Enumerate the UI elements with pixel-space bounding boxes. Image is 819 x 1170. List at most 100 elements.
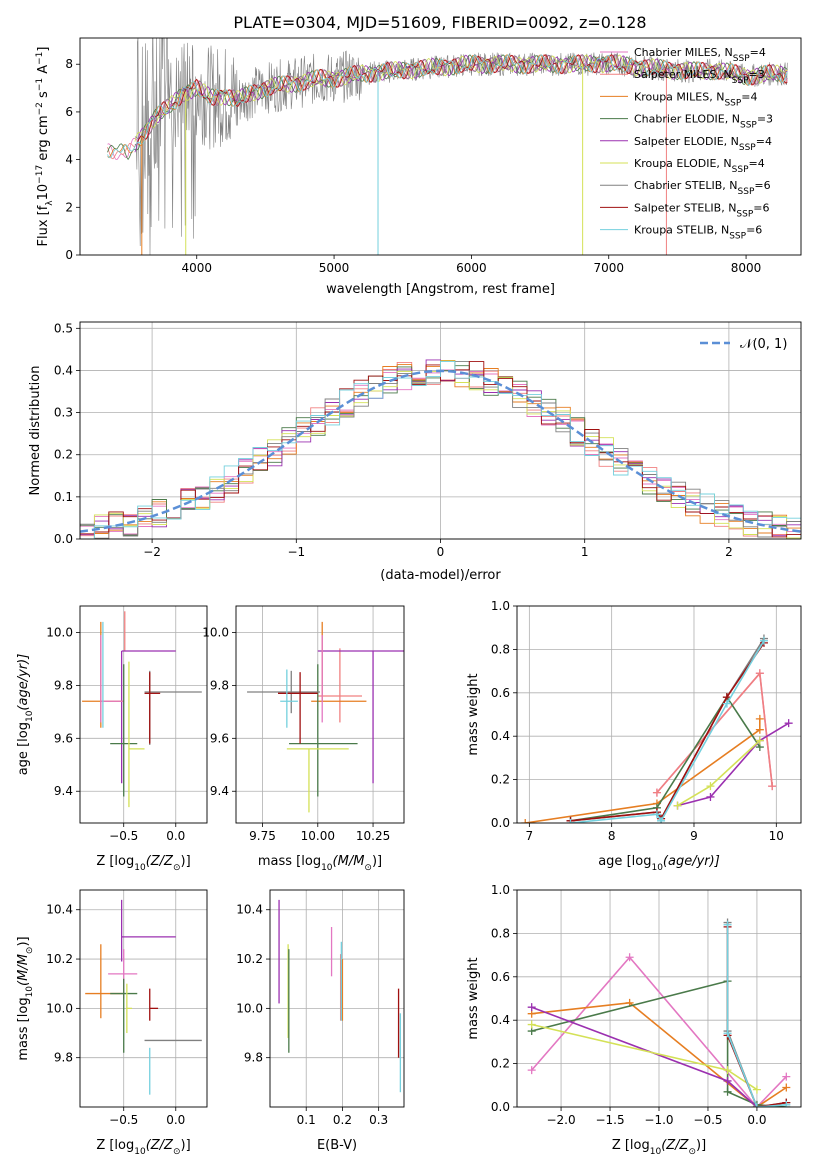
- x-axis-label-part: 10: [321, 863, 333, 873]
- weight-series-line: [531, 1001, 787, 1107]
- y-tick-label: 0.2: [491, 773, 510, 787]
- errorbars: [82, 611, 202, 808]
- x-axis-label-part: Z [log: [96, 854, 134, 869]
- x-axis-label-part: (Z/Z: [661, 1138, 689, 1153]
- weight-point-marker: [752, 1085, 761, 1094]
- y-axis-label: mass weight: [466, 957, 481, 1039]
- x-axis-label-part: 10: [650, 1147, 662, 1157]
- x-tick-label: 10: [769, 829, 784, 843]
- x-axis-label-part: )]: [372, 854, 382, 869]
- x-axis-label-part: Z [log: [612, 1138, 650, 1153]
- weight-point-marker: [652, 810, 661, 819]
- x-tick-label: 0: [437, 545, 445, 559]
- y-tick-label: 0.8: [491, 642, 510, 656]
- weight-point-marker: [673, 801, 682, 810]
- legend-entry-part: Salpeter STELIB, N: [634, 201, 736, 214]
- y-tick-label: 9.8: [210, 678, 229, 692]
- axes-frame: [79, 321, 802, 540]
- model-spectrum-line: [107, 54, 788, 161]
- legend-entry: Salpeter STELIB, NSSP=6: [634, 201, 770, 219]
- x-axis-label-part: ⊙: [688, 1147, 696, 1157]
- axes-frame: [79, 889, 208, 1108]
- legend-entry-part: Kroupa STELIB, N: [634, 224, 729, 237]
- weight-lines: [521, 634, 793, 823]
- x-axis-label-part: (M/M: [333, 854, 365, 869]
- legend-entry: Salpeter ELODIE, NSSP=4: [634, 135, 772, 153]
- y-tick-label: 4: [65, 153, 73, 167]
- x-tick-label: 1: [581, 545, 589, 559]
- y-axis-label-part: 10: [36, 184, 51, 201]
- y-axis-label-part: −2: [35, 102, 45, 115]
- weight-point-marker: [706, 782, 715, 791]
- y-axis-label-part: s: [36, 91, 51, 102]
- weight-point-marker: [527, 1003, 536, 1012]
- axes-frame: [235, 605, 405, 824]
- errorbars: [247, 621, 404, 813]
- legend-entry-part: =4: [741, 90, 757, 103]
- x-tick-label: 8: [608, 829, 616, 843]
- y-tick-label: 0.0: [491, 816, 510, 830]
- y-axis-label-part: ]: [36, 47, 51, 52]
- x-tick-label: 9: [690, 829, 698, 843]
- y-axis-label-part: Flux [f: [36, 205, 51, 246]
- x-axis-label: wavelength [Angstrom, rest frame]: [326, 282, 555, 297]
- figure-title: PLATE=0304, MJD=51609, FIBERID=0092, z=0…: [233, 13, 646, 32]
- weight-point-marker: [755, 714, 764, 723]
- x-tick-label: 0.3: [369, 1113, 388, 1127]
- age_vs_Z-panel: −0.5 0.09.49.69.810.0Z [log10(Z/Z⊙)]age […: [16, 605, 208, 873]
- legend-entry-part: SSP: [732, 165, 749, 175]
- x-axis-label-part: mass [log: [258, 854, 321, 869]
- x-axis-label-part: (Z/Z: [146, 1138, 174, 1153]
- axes-frame: [516, 605, 802, 824]
- x-axis-label-part: (age/yr)]: [663, 854, 720, 869]
- y-tick-label: 9.8: [244, 1051, 263, 1065]
- y-tick-label: 1.0: [491, 599, 510, 613]
- y-axis-label: Flux [fλ10−17 erg cm−2 s−1 A−1]: [35, 47, 55, 247]
- axes-frame: [269, 889, 405, 1108]
- weight-point-marker: [625, 953, 634, 962]
- y-axis-label-part: (M/M: [16, 954, 31, 986]
- weight-series-line: [677, 739, 761, 807]
- legend-entry-part: =6: [746, 224, 762, 237]
- axes-frame: [79, 37, 802, 256]
- y-axis-label-part: λ: [45, 200, 55, 206]
- errorbars: [278, 899, 402, 1093]
- legend-entry-part: SSP: [724, 98, 741, 108]
- y-tick-label: 0.6: [491, 970, 510, 984]
- x-tick-label: −1: [287, 545, 305, 559]
- y-tick-label: 9.4: [54, 784, 73, 798]
- model-spectrum-line: [107, 54, 788, 160]
- x-tick-label: 10.00: [301, 829, 335, 843]
- y-axis-label-part: −1: [35, 78, 45, 91]
- y-tick-label: 10.0: [46, 1001, 73, 1015]
- histogram-line: [80, 360, 801, 539]
- weight-point-marker: [782, 1072, 791, 1081]
- y-tick-label: 0.4: [54, 363, 73, 377]
- y-tick-label: 0.4: [491, 729, 510, 743]
- legend-entry: Chabrier MILES, NSSP=4: [634, 46, 766, 64]
- x-axis-label: Z [log10(Z/Z⊙)]: [96, 1138, 190, 1157]
- x-tick-label: 0.0: [166, 829, 185, 843]
- x-tick-label: 4000: [181, 261, 212, 275]
- x-axis-label-part: ⊙: [173, 1147, 181, 1157]
- y-tick-label: 0.0: [491, 1100, 510, 1114]
- y-tick-label: 10.0: [46, 625, 73, 639]
- legend-entry-part: SSP: [736, 209, 753, 219]
- errorbars: [85, 899, 202, 1095]
- x-tick-label: −1.0: [644, 1113, 673, 1127]
- y-axis-label-part: 10: [25, 986, 35, 998]
- legend-entry-part: =6: [753, 201, 769, 214]
- axes-frame: [516, 889, 802, 1108]
- weight-point-marker: [782, 1100, 791, 1107]
- weight-point-marker: [782, 1083, 791, 1092]
- histogram-steps: [80, 359, 801, 539]
- weight-point-marker: [755, 669, 764, 678]
- y-tick-label: 10.0: [202, 625, 229, 639]
- x-axis-label: Z [log10(Z/Z⊙)]: [612, 1138, 706, 1157]
- legend-entry-part: =4: [756, 135, 772, 148]
- x-tick-label: 0.1: [297, 1113, 316, 1127]
- legend-entry-part: Chabrier ELODIE, N: [634, 113, 740, 126]
- weight-point-marker: [768, 782, 777, 791]
- axes-frame: [79, 605, 208, 824]
